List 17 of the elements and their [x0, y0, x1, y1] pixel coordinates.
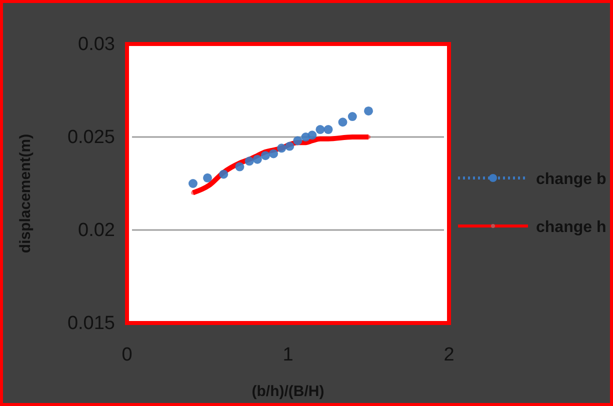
point: [364, 106, 373, 116]
point: [285, 142, 294, 151]
point: [219, 170, 228, 179]
point: [235, 162, 244, 172]
point: [293, 136, 302, 146]
point: [338, 118, 348, 127]
point: [260, 151, 270, 160]
point: [244, 156, 254, 166]
point: [277, 144, 286, 153]
point: [203, 173, 212, 182]
point: [324, 125, 333, 134]
point: [252, 154, 262, 164]
point: [188, 179, 198, 188]
point: [308, 130, 317, 140]
point: [348, 112, 357, 122]
point: [316, 125, 325, 134]
point: [269, 149, 278, 158]
